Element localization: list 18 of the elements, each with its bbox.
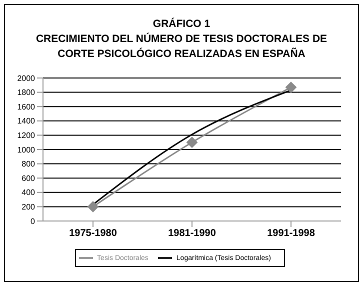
y-tick-label: 1600 [17, 102, 36, 112]
y-tick-label: 400 [22, 188, 36, 198]
point [186, 136, 198, 148]
y-tick-label: 800 [22, 160, 36, 169]
x-tick-label: 1975-1980 [69, 228, 118, 240]
y-tick-label: 1800 [17, 88, 36, 98]
y-tick-label: 0 [30, 216, 36, 226]
chart-title: GRÁFICO 1 CRECIMIENTO DEL NÚMERO DE TESIS DOCTORALES DE CORTE PSICOLÓGICO REALIZADAS EN ESPAÑA [34, 17, 328, 62]
y-tick-label: 2000 [17, 74, 36, 83]
x-tick-label: 1991-1998 [267, 228, 316, 240]
y-tick-label: 1200 [17, 131, 36, 140]
y-tick-label: 600 [22, 174, 36, 183]
y-tick-label: 1000 [17, 145, 36, 154]
point [286, 82, 296, 93]
y-tick-label: 200 [22, 202, 36, 212]
point [88, 201, 98, 212]
y-tick-label: 1400 [17, 116, 36, 126]
x-tick-label: 1981-1990 [168, 228, 216, 240]
